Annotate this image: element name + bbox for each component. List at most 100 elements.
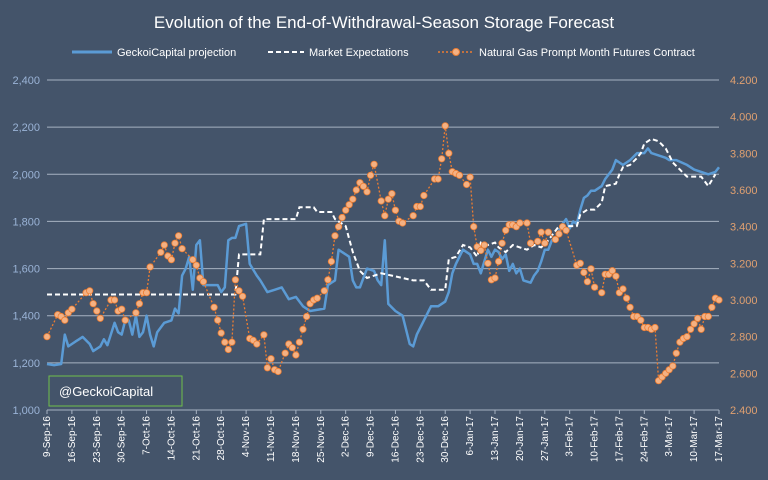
y-right-tick-label: 2.800 [730, 332, 758, 344]
x-tick-label: 2-Dec-16 [341, 416, 352, 458]
x-tick-label: 20-Jan-17 [515, 416, 526, 461]
x-tick-label: 9-Sep-16 [42, 416, 53, 458]
futures-point [420, 191, 428, 200]
x-tick-label: 17-Feb-17 [614, 416, 625, 463]
futures-point [480, 241, 488, 249]
futures-point [338, 213, 346, 222]
futures-point [324, 276, 332, 284]
futures-point [363, 188, 371, 196]
futures-point [694, 314, 702, 322]
futures-point [502, 226, 510, 234]
futures-point [516, 219, 524, 227]
futures-point [93, 307, 101, 315]
futures-point [288, 344, 296, 352]
futures-point [381, 212, 389, 220]
x-tick-label: 10-Mar-17 [689, 416, 700, 463]
futures-point [704, 312, 712, 321]
y-axis-left: 1,000 1,200 1,400 1,600 1,800 2,000 2,200 2,400 [12, 75, 40, 417]
futures-point [523, 219, 531, 227]
x-tick-label: 7-Oct-16 [142, 416, 153, 455]
futures-point [690, 320, 698, 328]
futures-point [534, 237, 542, 245]
futures-point [192, 261, 200, 269]
x-tick-label: 13-Jan-17 [490, 416, 501, 461]
x-tick-label: 3-Mar-17 [664, 416, 675, 457]
futures-point [359, 182, 367, 190]
legend-futures-marker [452, 48, 460, 56]
futures-point [608, 267, 616, 275]
futures-point [669, 362, 677, 370]
x-tick-label: 16-Dec-16 [390, 416, 401, 463]
futures-point [160, 241, 168, 249]
futures-point [281, 349, 289, 357]
y-left-tick-label: 1,800 [12, 216, 40, 228]
futures-point [619, 285, 627, 293]
futures-point [135, 300, 143, 308]
futures-point [441, 122, 449, 130]
futures-point [612, 272, 620, 280]
futures-point [683, 333, 691, 341]
futures-point [544, 228, 552, 236]
y-right-tick-label: 2.600 [730, 368, 758, 380]
futures-point [455, 171, 463, 179]
futures-point [267, 355, 275, 363]
futures-point [477, 246, 485, 255]
futures-point [224, 345, 232, 354]
legend-futures-label: Natural Gas Prompt Month Futures Contrac… [479, 47, 695, 59]
x-tick-label: 10-Feb-17 [590, 416, 601, 463]
futures-point [121, 316, 129, 324]
futures-point [494, 257, 503, 266]
futures-point [590, 283, 599, 291]
futures-point [228, 338, 236, 346]
futures-point [231, 276, 239, 284]
x-tick-label: 27-Jan-17 [540, 416, 551, 461]
handle-box: @GeckoiCapital [48, 375, 183, 407]
futures-point [61, 316, 69, 324]
x-tick-label: 24-Feb-17 [639, 416, 650, 463]
futures-point [672, 349, 680, 357]
futures-point [551, 235, 560, 244]
x-tick-label: 23-Dec-16 [415, 416, 426, 463]
futures-point [146, 263, 154, 271]
futures-point [96, 314, 104, 322]
futures-point [562, 226, 570, 234]
futures-point [637, 316, 645, 324]
gridlines [47, 79, 719, 411]
x-tick-label: 17-Mar-17 [714, 416, 725, 463]
x-axis: 9-Sep-16 16-Sep-16 23-Sep-16 30-Sep-16 7-Oct… [42, 409, 725, 463]
x-tick-label: 30-Sep-16 [117, 416, 128, 463]
futures-point [239, 292, 247, 300]
futures-point [171, 239, 179, 247]
futures-point [391, 206, 399, 214]
futures-point [260, 331, 268, 339]
futures-point [708, 303, 716, 311]
x-tick-label: 16-Sep-16 [67, 416, 78, 463]
futures-point [384, 195, 392, 203]
futures-point [470, 223, 478, 231]
futures-point [598, 289, 606, 297]
series-layer [43, 122, 723, 385]
futures-point [253, 340, 261, 348]
futures-point [370, 160, 378, 168]
futures-point [313, 294, 321, 302]
futures-point [526, 239, 535, 247]
y-right-tick-label: 3.600 [730, 185, 758, 197]
futures-point [167, 256, 175, 264]
futures-point [445, 149, 453, 157]
futures-point [537, 228, 545, 236]
futures-point [89, 300, 97, 308]
futures-point [43, 333, 51, 341]
futures-point [86, 287, 94, 295]
futures-point [214, 316, 222, 324]
legend: GeckoiCapital projection Market Expectat… [72, 47, 695, 59]
x-tick-label: 4-Nov-16 [241, 416, 252, 458]
futures-point [302, 312, 311, 321]
futures-point [626, 303, 634, 311]
futures-point [587, 265, 595, 273]
futures-point [345, 201, 353, 209]
y-left-tick-label: 1,200 [12, 358, 40, 370]
futures-point [189, 256, 197, 264]
y-axis-right: 2.400 2.600 2.800 3.000 3.200 3.400 3.600 3.800… [730, 75, 758, 417]
y-right-tick-label: 4.200 [730, 75, 758, 87]
futures-point [484, 259, 492, 267]
